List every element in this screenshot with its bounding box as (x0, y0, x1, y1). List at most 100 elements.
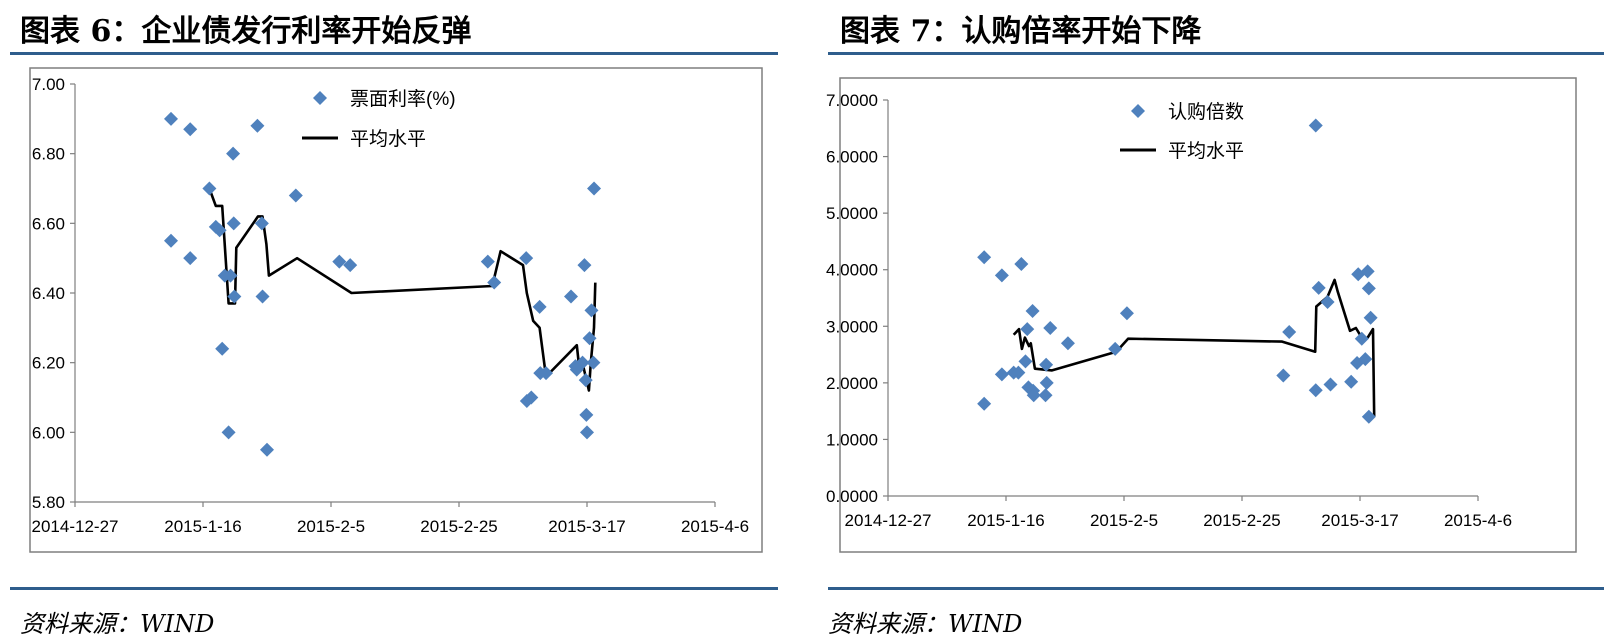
y-tick-label: 5.80 (32, 493, 65, 512)
scatter-point (164, 233, 178, 248)
scatter-point (1350, 356, 1365, 371)
scatter-point (487, 275, 502, 290)
scatter-point (221, 425, 236, 440)
title-rule (828, 52, 1604, 55)
source-rule (828, 587, 1604, 590)
scatter-point (254, 216, 269, 231)
scatter-point (223, 268, 238, 283)
scatter-point (1039, 375, 1054, 390)
scatter-point (1119, 306, 1134, 321)
y-tick-label: 6.40 (32, 284, 65, 303)
scatter-point (332, 254, 347, 269)
scatter-point (977, 396, 992, 411)
scatter-point (260, 442, 274, 457)
y-tick-label: 6.00 (32, 423, 65, 442)
figure-heading: 企业债发行利率开始反弹 (141, 14, 472, 49)
x-tick-label: 2015-1-16 (164, 517, 242, 536)
plot-frame (839, 77, 1577, 553)
figure-7: 图表 7：认购倍率开始下降 0.0000 1.0000 2.0000 3.0000 4.… (826, 0, 1606, 643)
legend-label: 平均水平 (350, 128, 426, 150)
y-tick-label: 3.0000 (826, 317, 878, 336)
scatter-point (288, 188, 303, 203)
series-line-average (1012, 278, 1376, 417)
scatter-point (183, 122, 198, 137)
scatter-point (577, 258, 592, 273)
figure-heading: 认购倍率开始下降 (961, 14, 1202, 49)
scatter-point (1060, 336, 1075, 351)
scatter-point (994, 268, 1009, 283)
x-tick-label: 2014-12-27 (32, 517, 119, 536)
scatter-point (1018, 354, 1033, 369)
y-tick-label: 6.20 (32, 354, 65, 373)
scatter-point (1308, 383, 1323, 398)
scatter-point (578, 373, 593, 388)
scatter-point (1360, 264, 1375, 279)
scatter-point (532, 299, 547, 314)
scatter-point (1011, 365, 1026, 380)
plot-frame (29, 67, 763, 553)
scatter-point (1308, 118, 1323, 133)
figure-title: 图表 6：企业债发行利率开始反弹 (20, 6, 471, 50)
scatter-point (1276, 368, 1291, 383)
scatter-point (1363, 310, 1378, 325)
x-tick-label: 2014-12-27 (845, 511, 932, 530)
x-tick-label: 2015-2-5 (297, 517, 365, 536)
y-tick-label: 7.0000 (826, 91, 878, 110)
scatter-point (343, 258, 358, 273)
y-tick-label: 6.80 (32, 145, 65, 164)
source-rule (10, 587, 778, 590)
scatter-point (1020, 322, 1035, 337)
scatter-point (586, 355, 601, 370)
scatter-point (539, 366, 554, 381)
scatter-point (164, 111, 178, 126)
legend-label: 票面利率(%) (350, 88, 456, 110)
scatter-point (1311, 280, 1326, 295)
scatter-point (226, 146, 241, 161)
coupon-rate-chart: 5.80 6.00 6.20 6.40 6.60 6.80 7.00 2014-12-27 20… (29, 67, 763, 553)
scatter-point (1323, 377, 1338, 392)
scatter-point (524, 390, 539, 405)
scatter-point (1344, 374, 1359, 389)
x-tick-label: 2015-4-6 (1444, 511, 1512, 530)
scatter-point (226, 216, 241, 231)
scatter-point (1043, 320, 1058, 335)
scatter-point (564, 289, 578, 304)
figure-label: 图表 6： (20, 14, 142, 49)
scatter-point (212, 223, 227, 238)
scatter-point (575, 355, 590, 370)
scatter-point (994, 367, 1009, 382)
scatter-point (250, 118, 265, 133)
scatter-point (1026, 388, 1041, 403)
y-tick-label: 7.00 (32, 75, 65, 94)
figure-6: 图表 6：企业债发行利率开始反弹 5.80 6.00 6.20 6.40 6.60 6.8… (0, 0, 790, 643)
y-tick-label: 2.0000 (826, 374, 878, 393)
title-rule (10, 52, 778, 55)
scatter-point (183, 251, 198, 266)
x-tick-label: 2015-3-17 (548, 517, 626, 536)
source-note: 资料来源：WIND (20, 610, 215, 638)
figure-title: 图表 7：认购倍率开始下降 (840, 6, 1201, 50)
scatter-point (1282, 324, 1297, 339)
scatter-point (202, 181, 217, 196)
scatter-point (519, 251, 534, 266)
subscription-multiple-chart: 0.0000 1.0000 2.0000 3.0000 4.0000 5.0000 6.00… (826, 77, 1577, 553)
scatter-point (1021, 380, 1036, 395)
figure-label: 图表 7： (840, 14, 962, 49)
scatter-point (1108, 341, 1123, 356)
scatter-point (580, 425, 594, 440)
y-tick-label: 6.0000 (826, 148, 878, 167)
scatter-point (977, 250, 992, 265)
scatter-point (1025, 304, 1040, 319)
scatter-point (1038, 388, 1053, 403)
x-tick-label: 2015-2-25 (420, 517, 498, 536)
scatter-point (480, 254, 495, 269)
x-tick-label: 2015-2-25 (1203, 511, 1281, 530)
y-tick-label: 1.0000 (826, 430, 878, 449)
scatter-point (1354, 331, 1369, 346)
scatter-point (582, 331, 597, 346)
scatter-point (587, 181, 602, 196)
x-tick-label: 2015-1-16 (967, 511, 1045, 530)
y-tick-label: 6.60 (32, 214, 65, 233)
legend-marker-scatter (1131, 104, 1145, 118)
scatter-point (227, 289, 242, 304)
